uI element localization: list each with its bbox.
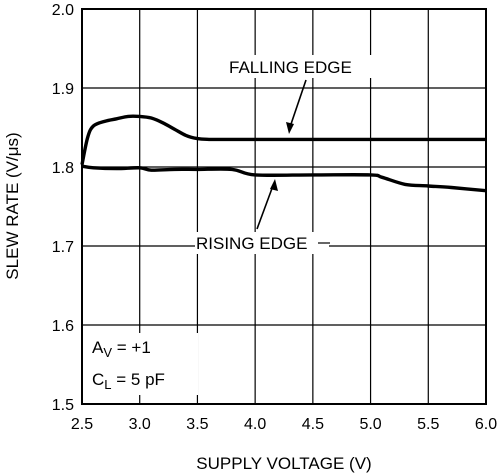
- y-tick-label: 2.0: [52, 2, 74, 19]
- gain-subscript: V: [103, 345, 112, 360]
- gain-value: = +1: [112, 338, 151, 357]
- x-tick-label: 3.5: [186, 416, 208, 433]
- gain-condition: AV = +1: [92, 338, 151, 360]
- falling-label-bg: [226, 55, 376, 78]
- x-tick-labels: 2.5 3.0 3.5 4.0 4.5 5.0 5.5 6.0: [71, 416, 497, 433]
- y-axis-title: SLEW RATE (V/μs): [3, 132, 22, 279]
- y-tick-label: 1.6: [52, 318, 74, 335]
- rising-edge-label: RISING EDGE: [196, 234, 307, 253]
- x-tick-label: 3.0: [129, 416, 151, 433]
- x-axis-title: SUPPLY VOLTAGE (V): [196, 454, 371, 473]
- falling-edge-label: FALLING EDGE: [229, 58, 352, 77]
- falling-edge-arrow: [286, 79, 307, 134]
- plot-frame: [81, 8, 487, 405]
- x-tick-label: 5.0: [359, 416, 381, 433]
- x-tick-label: 2.5: [71, 416, 93, 433]
- y-tick-label: 1.8: [52, 160, 74, 177]
- x-tick-label: 6.0: [475, 416, 497, 433]
- load-symbol: C: [92, 370, 104, 389]
- falling-edge-line: [80, 114, 486, 165]
- rising-label-bg: [195, 232, 329, 254]
- x-tick-label: 5.5: [417, 416, 439, 433]
- x-tick-label: 4.5: [302, 416, 324, 433]
- load-condition: CL = 5 pF: [92, 370, 165, 392]
- x-tick-label: 4.0: [244, 416, 266, 433]
- curves: [80, 114, 487, 193]
- y-tick-label: 1.5: [52, 397, 74, 414]
- rising-edge-arrow: [256, 179, 278, 230]
- y-tick-label: 1.7: [52, 239, 74, 256]
- y-tick-label: 1.9: [52, 81, 74, 98]
- load-subscript: L: [104, 377, 111, 392]
- conditions-bg: [86, 333, 198, 395]
- rising-edge-line: [81, 164, 487, 193]
- load-value: = 5 pF: [112, 370, 165, 389]
- y-tick-labels: 1.5 1.6 1.7 1.8 1.9 2.0: [52, 2, 74, 414]
- gain-symbol: A: [92, 338, 104, 357]
